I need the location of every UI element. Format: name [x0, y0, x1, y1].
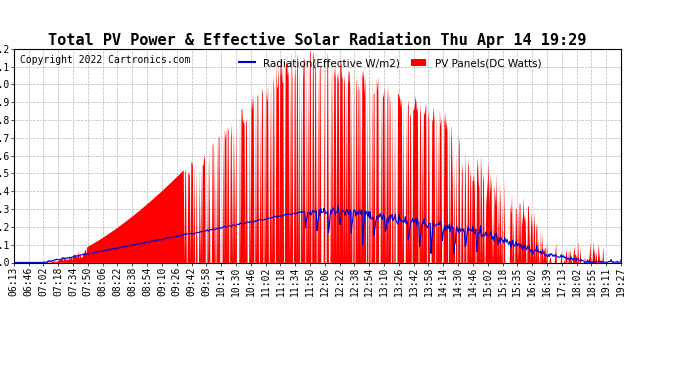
Text: Copyright 2022 Cartronics.com: Copyright 2022 Cartronics.com	[20, 55, 190, 65]
Title: Total PV Power & Effective Solar Radiation Thu Apr 14 19:29: Total PV Power & Effective Solar Radiati…	[48, 32, 586, 48]
Legend: Radiation(Effective W/m2), PV Panels(DC Watts): Radiation(Effective W/m2), PV Panels(DC …	[235, 54, 545, 72]
